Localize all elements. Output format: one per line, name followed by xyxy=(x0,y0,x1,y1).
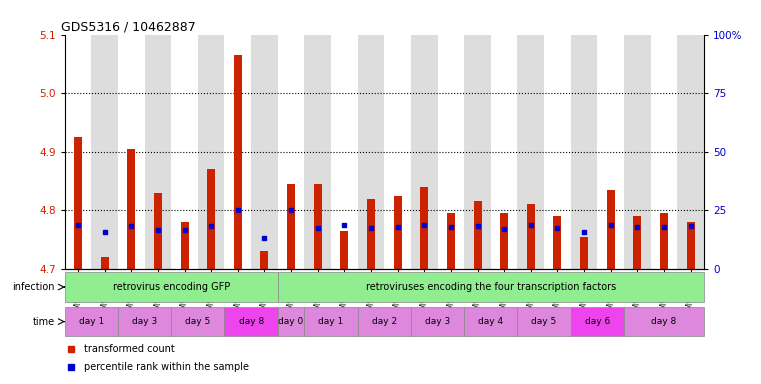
Text: day 8: day 8 xyxy=(238,317,264,326)
Bar xyxy=(473,202,482,269)
Text: day 2: day 2 xyxy=(371,317,397,326)
Text: day 0: day 0 xyxy=(279,317,304,326)
Text: day 5: day 5 xyxy=(185,317,211,326)
Bar xyxy=(278,272,704,302)
Bar xyxy=(411,307,464,336)
Text: day 1: day 1 xyxy=(318,317,344,326)
Bar xyxy=(597,35,624,269)
Bar xyxy=(420,187,428,269)
Bar xyxy=(624,307,704,336)
Bar xyxy=(447,213,455,269)
Bar xyxy=(251,35,278,269)
Bar xyxy=(304,307,358,336)
Bar xyxy=(127,149,135,269)
Text: day 1: day 1 xyxy=(78,317,104,326)
Bar xyxy=(154,193,162,269)
Bar xyxy=(677,35,704,269)
Bar xyxy=(411,35,438,269)
Text: day 4: day 4 xyxy=(478,317,504,326)
Bar xyxy=(100,257,109,269)
Bar xyxy=(393,195,402,269)
Bar xyxy=(553,216,562,269)
Bar xyxy=(660,213,668,269)
Bar xyxy=(65,307,118,336)
Bar xyxy=(224,307,278,336)
Text: day 3: day 3 xyxy=(132,317,158,326)
Bar xyxy=(464,307,517,336)
Bar xyxy=(624,35,651,269)
Bar xyxy=(527,204,535,269)
Bar xyxy=(500,213,508,269)
Bar xyxy=(180,222,189,269)
Text: infection: infection xyxy=(13,282,55,292)
Bar xyxy=(580,237,588,269)
Bar xyxy=(340,231,349,269)
Text: GDS5316 / 10462887: GDS5316 / 10462887 xyxy=(62,20,196,33)
Bar xyxy=(91,35,118,269)
Text: day 5: day 5 xyxy=(531,317,557,326)
Bar xyxy=(314,184,322,269)
Bar xyxy=(571,35,597,269)
Bar xyxy=(118,307,171,336)
Bar xyxy=(207,169,215,269)
Bar xyxy=(198,35,224,269)
Bar xyxy=(171,307,224,336)
Bar xyxy=(438,35,464,269)
Bar xyxy=(491,35,517,269)
Bar xyxy=(384,35,411,269)
Bar xyxy=(544,35,571,269)
Bar xyxy=(287,184,295,269)
Bar xyxy=(145,35,171,269)
Bar xyxy=(234,55,242,269)
Bar xyxy=(517,35,544,269)
Bar xyxy=(171,35,198,269)
Bar xyxy=(65,35,91,269)
Bar xyxy=(118,35,145,269)
Bar xyxy=(607,190,615,269)
Text: transformed count: transformed count xyxy=(84,344,174,354)
Bar xyxy=(358,35,384,269)
Text: day 3: day 3 xyxy=(425,317,451,326)
Text: time: time xyxy=(33,316,55,327)
Bar xyxy=(74,137,82,269)
Bar xyxy=(686,222,695,269)
Bar xyxy=(651,35,677,269)
Bar xyxy=(304,35,331,269)
Bar xyxy=(517,307,571,336)
Bar xyxy=(224,35,251,269)
Bar xyxy=(278,35,304,269)
Text: day 8: day 8 xyxy=(651,317,677,326)
Text: retrovirus encoding GFP: retrovirus encoding GFP xyxy=(113,282,230,292)
Text: percentile rank within the sample: percentile rank within the sample xyxy=(84,362,249,372)
Bar xyxy=(571,307,624,336)
Bar xyxy=(367,199,375,269)
Bar xyxy=(633,216,642,269)
Bar xyxy=(65,272,278,302)
Text: day 6: day 6 xyxy=(584,317,610,326)
Bar xyxy=(278,307,304,336)
Bar xyxy=(331,35,358,269)
Bar xyxy=(464,35,491,269)
Bar xyxy=(358,307,411,336)
Text: retroviruses encoding the four transcription factors: retroviruses encoding the four transcrip… xyxy=(366,282,616,292)
Bar xyxy=(260,251,269,269)
